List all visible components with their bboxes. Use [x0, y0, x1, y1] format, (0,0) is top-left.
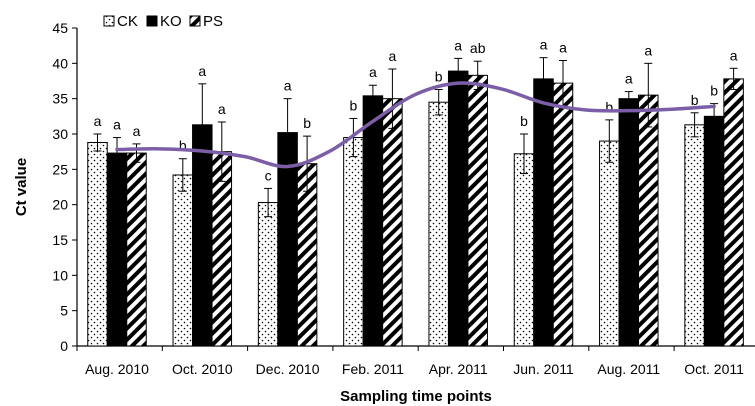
- trend-line: [115, 81, 716, 169]
- significance-letter: a: [625, 71, 633, 87]
- significance-letter: ab: [470, 40, 486, 56]
- significance-letter: a: [369, 64, 377, 80]
- significance-letter: a: [218, 101, 226, 117]
- x-tick-label: Aug. 2010: [85, 361, 149, 377]
- legend-label-ck: CK: [117, 13, 138, 30]
- x-tick-label: Dec. 2010: [256, 361, 320, 377]
- legend: CK KO PS: [103, 13, 223, 30]
- x-axis-label: Sampling time points: [340, 388, 492, 405]
- significance-letter: b: [691, 92, 699, 108]
- y-tick-label: 0: [60, 338, 68, 354]
- bar-ko: [618, 98, 640, 347]
- bar-ck: [428, 101, 449, 347]
- significance-letter: c: [265, 167, 272, 183]
- bar-ps: [126, 152, 147, 347]
- x-tick-label: Jun. 2011: [513, 361, 574, 377]
- bar-ck: [599, 140, 620, 347]
- bar-ps: [467, 74, 488, 347]
- y-tick-label: 20: [52, 197, 68, 213]
- significance-letter: a: [389, 48, 397, 64]
- y-tick-label: 15: [52, 232, 68, 248]
- bar-ps: [382, 98, 403, 347]
- significance-letter: b: [179, 138, 187, 154]
- y-tick-label: 45: [52, 20, 68, 36]
- bar-ck: [513, 153, 535, 347]
- significance-letter: a: [198, 63, 206, 79]
- bar-ck: [87, 141, 108, 347]
- bar-ko: [447, 70, 469, 347]
- y-tick-label: 25: [52, 161, 68, 177]
- y-axis-label: Ct value: [13, 158, 30, 216]
- significance-letter: a: [559, 40, 567, 56]
- x-tick-label: Feb. 2011: [342, 361, 404, 377]
- bar-ko: [533, 78, 554, 347]
- significance-letter: a: [644, 42, 652, 58]
- x-tick-label: Oct. 2010: [172, 361, 233, 377]
- significance-letter: b: [435, 68, 443, 84]
- bar-ck: [257, 202, 279, 347]
- x-tick-label: Aug. 2011: [597, 361, 660, 377]
- bar-ko: [703, 115, 725, 347]
- significance-letter: b: [303, 115, 311, 131]
- x-axis: Aug. 2010 Oct. 2010 Dec. 2010 Feb. 2011 Apr.…: [76, 345, 755, 377]
- y-tick-label: 5: [60, 303, 68, 319]
- bar-ck: [172, 174, 194, 347]
- bar-ps: [552, 82, 574, 347]
- x-tick-label: Apr. 2011: [429, 361, 488, 377]
- y-axis: 0 5 10 15 20 25 30 35 40 45: [52, 20, 78, 354]
- y-tick-label: 40: [52, 55, 68, 71]
- legend-label-ps: PS: [203, 13, 223, 30]
- significance-letter: a: [113, 117, 121, 133]
- significance-letter: b: [350, 97, 358, 113]
- trend-line-group: [115, 81, 716, 169]
- legend-swatch-ps: [189, 15, 201, 27]
- y-tick-label: 35: [52, 91, 68, 107]
- bar-ps: [723, 78, 744, 347]
- bar-ps: [638, 94, 659, 347]
- x-tick-label: Oct. 2011: [684, 361, 744, 377]
- significance-letter: a: [540, 37, 548, 53]
- bar-ko: [106, 152, 128, 347]
- significance-letter: a: [730, 47, 738, 63]
- significance-letter: a: [454, 37, 462, 53]
- significance-letter: b: [520, 113, 528, 129]
- bar-ko: [362, 95, 384, 347]
- significance-letter: a: [284, 78, 292, 94]
- y-tick-label: 30: [52, 126, 68, 142]
- y-tick-label: 10: [52, 267, 68, 283]
- bar-ck: [343, 137, 364, 347]
- bar-ck: [684, 124, 705, 347]
- significance-letter: a: [94, 113, 102, 129]
- legend-swatch-ko: [146, 15, 158, 27]
- significance-letter: b: [605, 99, 613, 115]
- legend-label-ko: KO: [160, 13, 182, 30]
- significance-letter: b: [710, 83, 718, 99]
- legend-swatch-ck: [103, 15, 115, 27]
- significance-letter: a: [133, 123, 141, 139]
